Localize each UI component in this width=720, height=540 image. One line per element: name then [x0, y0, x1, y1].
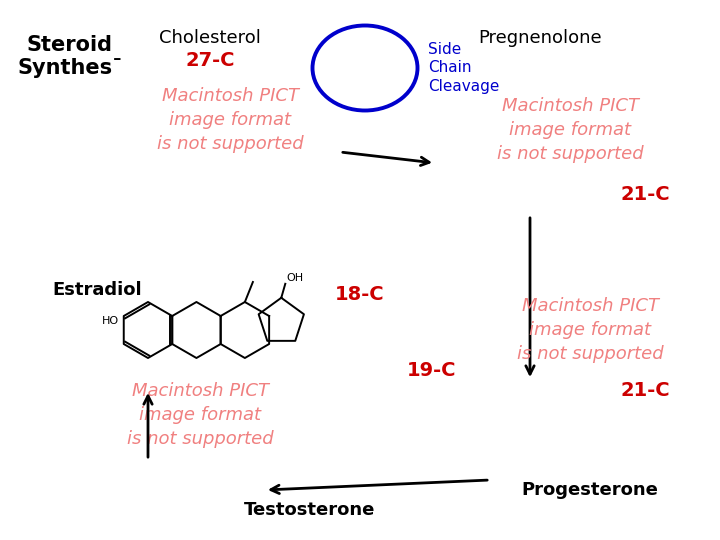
Text: Steroid: Steroid	[27, 35, 113, 55]
Text: Side
Chain
Cleavage: Side Chain Cleavage	[428, 42, 500, 94]
Text: Macintosh PICT
image format
is not supported: Macintosh PICT image format is not suppo…	[157, 87, 303, 153]
Text: OH: OH	[287, 273, 303, 283]
Text: Pregnenolone: Pregnenolone	[478, 29, 602, 47]
Text: 21-C: 21-C	[620, 381, 670, 400]
Text: Macintosh PICT
image format
is not supported: Macintosh PICT image format is not suppo…	[497, 97, 643, 163]
Text: 19-C: 19-C	[408, 361, 456, 380]
Text: Synthes¯: Synthes¯	[17, 58, 122, 78]
Text: Testosterone: Testosterone	[244, 501, 376, 519]
Text: 18-C: 18-C	[336, 286, 384, 305]
Text: HO: HO	[102, 316, 119, 326]
Text: Cholesterol: Cholesterol	[159, 29, 261, 47]
Text: Progesterone: Progesterone	[521, 481, 658, 499]
Text: 21-C: 21-C	[620, 186, 670, 205]
Text: 27-C: 27-C	[185, 51, 235, 70]
Text: Estradiol: Estradiol	[52, 281, 142, 299]
Text: Macintosh PICT
image format
is not supported: Macintosh PICT image format is not suppo…	[127, 382, 274, 448]
Text: Macintosh PICT
image format
is not supported: Macintosh PICT image format is not suppo…	[517, 298, 663, 362]
